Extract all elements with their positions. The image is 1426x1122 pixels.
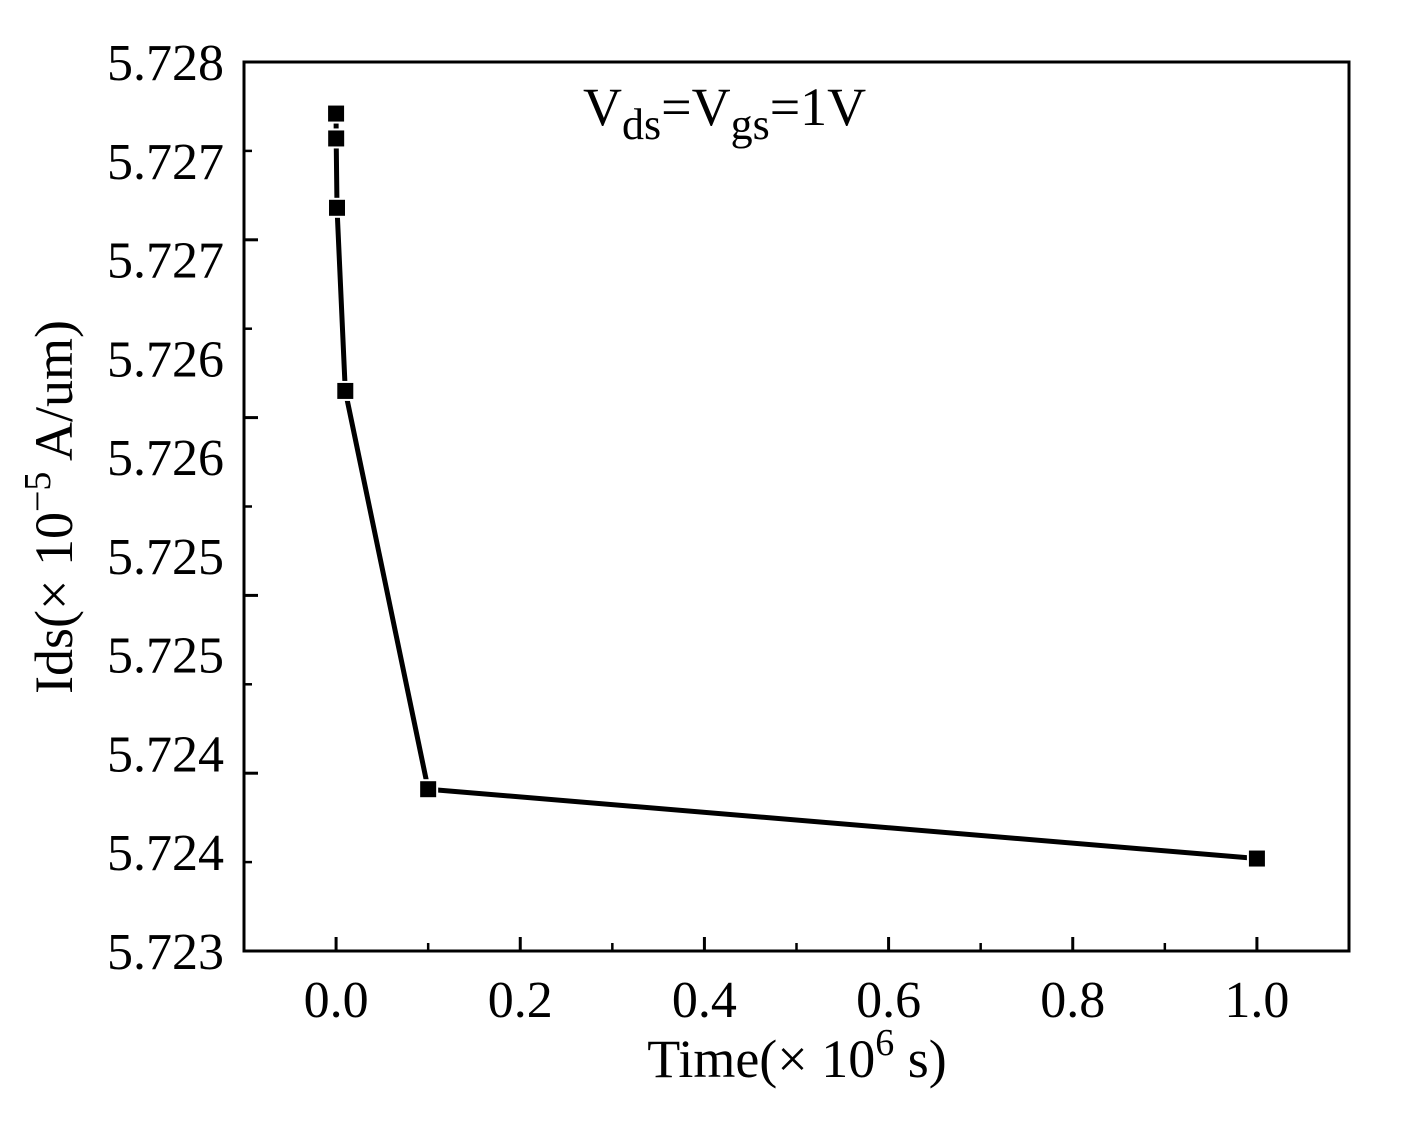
x-tick-label: 0.2 xyxy=(488,972,553,1029)
y-tick-labels: 5.723 5.724 5.724 5.725 5.725 5.726 5.726 5.727… xyxy=(107,35,224,981)
data-point xyxy=(326,103,347,124)
data-point xyxy=(335,380,356,401)
x-axis-title: Time(× 106 s) xyxy=(647,1022,947,1089)
x-tick-label: 0.8 xyxy=(1040,972,1105,1029)
y-tick-label: 5.724 xyxy=(107,825,224,882)
y-tick-label: 5.724 xyxy=(107,726,224,783)
x-tick-labels: 0.0 0.2 0.4 0.6 0.8 1.0 xyxy=(304,972,1290,1029)
y-tick-label: 5.727 xyxy=(107,134,224,191)
plot-frame xyxy=(242,60,1351,953)
y-tick-label: 5.726 xyxy=(107,331,224,388)
data-point xyxy=(1246,848,1267,869)
data-point xyxy=(327,197,348,218)
y-tick-label: 5.728 xyxy=(107,35,224,92)
y-tick-label: 5.723 xyxy=(107,924,224,981)
y-tick-label: 5.725 xyxy=(107,529,224,586)
x-tick-label: 0.4 xyxy=(672,972,737,1029)
x-tick-label: 1.0 xyxy=(1224,972,1289,1029)
data-point xyxy=(326,128,347,149)
data-point xyxy=(418,779,439,800)
y-tick-label: 5.725 xyxy=(107,628,224,685)
x-tick-label: 0.6 xyxy=(856,972,921,1029)
y-tick-label: 5.726 xyxy=(107,430,224,487)
y-axis-title: Ids(× 10−5 A/um) xyxy=(17,320,84,694)
annotation-bias: Vds=Vgs=1V xyxy=(583,77,866,149)
series-layer xyxy=(326,103,1267,869)
series-line xyxy=(333,113,1258,862)
y-tick-label: 5.727 xyxy=(107,233,224,290)
x-tick-label: 0.0 xyxy=(304,972,369,1029)
